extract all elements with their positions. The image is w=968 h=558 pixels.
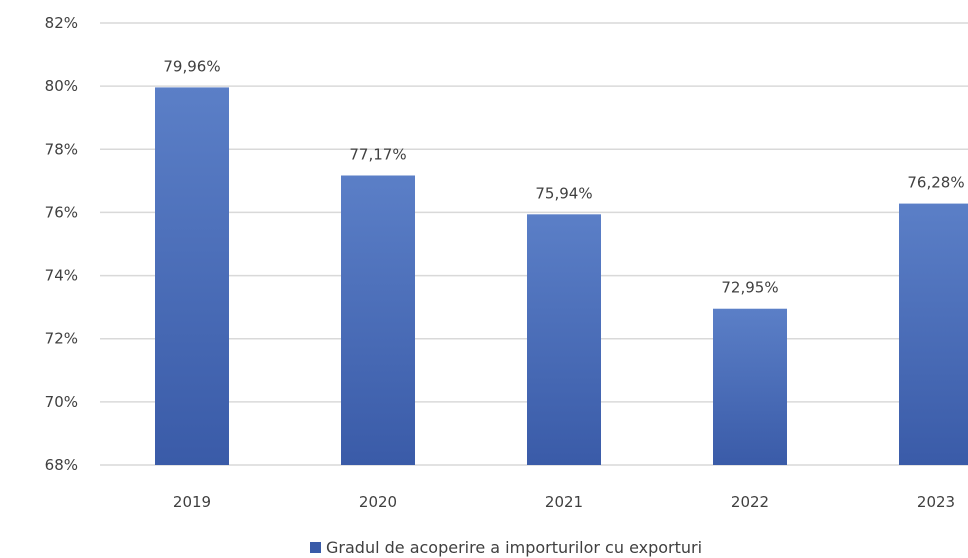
legend-swatch bbox=[310, 542, 321, 553]
x-tick-label-2020: 2020 bbox=[359, 493, 397, 511]
data-label-2020: 77,17% bbox=[349, 145, 406, 163]
y-tick-label: 74% bbox=[45, 267, 78, 285]
y-tick-label: 70% bbox=[45, 393, 78, 411]
data-label-2019: 79,96% bbox=[163, 57, 220, 75]
x-tick-label-2021: 2021 bbox=[545, 493, 583, 511]
x-tick-label-2023: 2023 bbox=[917, 493, 955, 511]
x-tick-label-2022: 2022 bbox=[731, 493, 769, 511]
y-tick-label: 78% bbox=[45, 140, 78, 158]
bar-2023 bbox=[899, 203, 968, 466]
data-labels: 79,96% 77,17% 75,94% 72,95% 76,28% bbox=[163, 57, 964, 296]
y-tick-label: 68% bbox=[45, 456, 78, 474]
bar-2019 bbox=[155, 87, 229, 466]
bar-2022 bbox=[713, 308, 787, 465]
y-tick-label: 80% bbox=[45, 77, 78, 95]
y-tick-label: 82% bbox=[45, 14, 78, 32]
legend: Gradul de acoperire a importurilor cu ex… bbox=[310, 538, 702, 557]
y-tick-label: 72% bbox=[45, 330, 78, 348]
x-tick-label-2019: 2019 bbox=[173, 493, 211, 511]
bar-2020 bbox=[341, 175, 415, 466]
y-tick-label: 76% bbox=[45, 203, 78, 221]
data-label-2023: 76,28% bbox=[907, 174, 964, 192]
bars bbox=[155, 87, 968, 466]
y-axis: 68% 70% 72% 74% 76% 78% 80% 82% bbox=[45, 14, 78, 474]
data-label-2022: 72,95% bbox=[721, 279, 778, 297]
data-label-2021: 75,94% bbox=[535, 184, 592, 202]
bar-2021 bbox=[527, 214, 601, 465]
x-axis: 2019 2020 2021 2022 2023 bbox=[173, 493, 955, 511]
legend-label: Gradul de acoperire a importurilor cu ex… bbox=[326, 538, 702, 557]
